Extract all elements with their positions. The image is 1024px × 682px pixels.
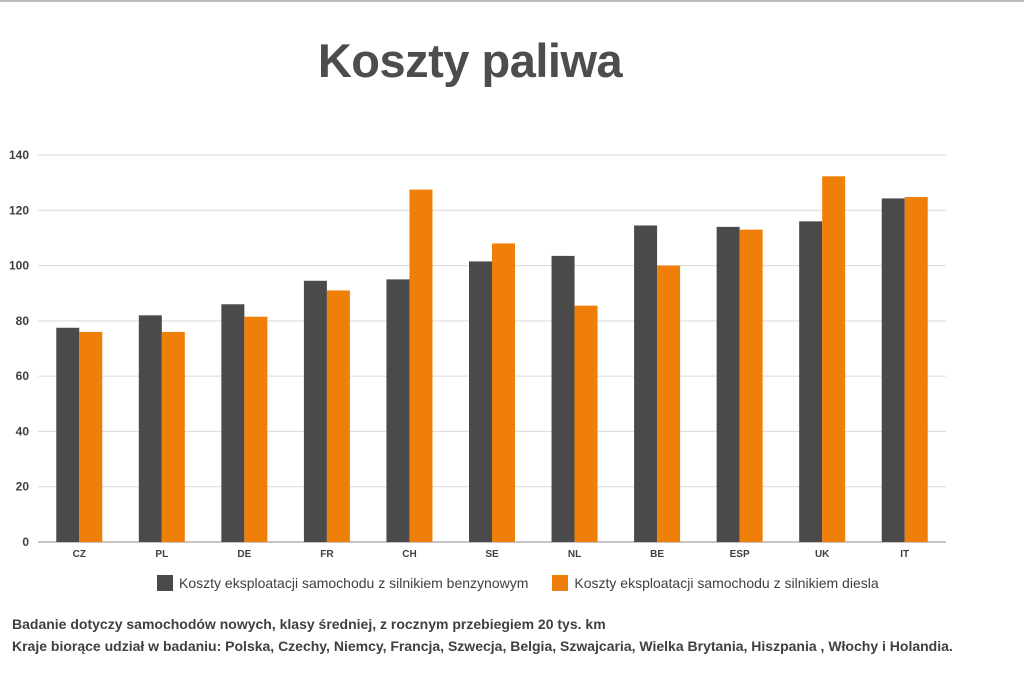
bar-petrol	[716, 226, 740, 542]
legend-swatch-petrol	[157, 575, 173, 591]
legend: Koszty eksploatacji samochodu z silnikie…	[157, 575, 903, 591]
legend-label-petrol: Koszty eksploatacji samochodu z silnikie…	[179, 575, 529, 591]
bar-diesel	[822, 176, 846, 542]
bar-diesel	[409, 189, 433, 542]
legend-item-petrol: Koszty eksploatacji samochodu z silnikie…	[157, 575, 528, 591]
bar-petrol	[634, 225, 658, 542]
y-axis-labels: 0 20 40 60 80 100 120 140	[9, 148, 29, 549]
top-border	[0, 0, 1024, 2]
gridlines	[38, 154, 946, 543]
bar-petrol	[386, 279, 410, 542]
bar-diesel	[657, 265, 681, 542]
bar-petrol	[551, 255, 575, 542]
y-tick-label: 120	[9, 203, 29, 217]
bar-chart: 0 20 40 60 80 100 120 140 CZ PL DE FR CH SE NL BE ESP UK…	[9, 148, 946, 560]
bar-diesel	[79, 331, 103, 542]
bar-diesel	[326, 290, 350, 542]
bars	[56, 176, 928, 543]
bar-diesel	[244, 316, 268, 542]
footnotes: Badanie dotyczy samochodów nowych, klasy…	[12, 613, 953, 657]
footnote-countries: Kraje biorące udział w badaniu: Polska, …	[12, 638, 953, 654]
x-tick-label: IT	[900, 549, 909, 560]
legend-label-diesel: Koszty eksploatacji samochodu z silnikie…	[574, 575, 879, 591]
x-tick-label: CZ	[73, 549, 86, 560]
bar-petrol	[138, 315, 162, 542]
bar-diesel	[161, 331, 185, 542]
bar-petrol	[221, 304, 245, 542]
y-tick-label: 140	[9, 148, 29, 162]
bar-diesel	[904, 197, 928, 542]
x-axis-labels: CZ PL DE FR CH SE NL BE ESP UK IT	[73, 549, 910, 560]
footnote-study-description: Badanie dotyczy samochodów nowych, klasy…	[12, 616, 606, 632]
y-tick-label: 0	[22, 535, 29, 549]
x-tick-label: BE	[650, 549, 664, 560]
bar-petrol	[799, 221, 823, 543]
legend-item-diesel: Koszty eksploatacji samochodu z silnikie…	[552, 575, 879, 591]
bar-diesel	[492, 243, 515, 542]
bar-petrol	[881, 198, 905, 542]
bar-diesel	[574, 305, 598, 542]
bar-petrol	[303, 280, 327, 542]
bar-petrol	[469, 261, 492, 542]
x-tick-label: FR	[320, 549, 334, 560]
chart-title: Koszty paliwa	[317, 34, 623, 87]
y-tick-label: 100	[9, 259, 29, 273]
x-tick-label: CH	[402, 549, 416, 560]
y-tick-label: 60	[16, 369, 30, 383]
x-tick-label: ESP	[730, 549, 750, 560]
legend-swatch-diesel	[552, 575, 569, 591]
bar-petrol	[56, 327, 80, 542]
x-tick-label: NL	[568, 549, 581, 560]
x-tick-label: SE	[485, 549, 499, 560]
bar-diesel	[739, 229, 763, 542]
x-tick-label: DE	[237, 549, 251, 560]
x-tick-label: UK	[815, 549, 830, 560]
x-tick-label: PL	[155, 549, 168, 560]
y-tick-label: 40	[16, 424, 30, 438]
y-tick-label: 20	[16, 480, 30, 494]
y-tick-label: 80	[16, 314, 30, 328]
